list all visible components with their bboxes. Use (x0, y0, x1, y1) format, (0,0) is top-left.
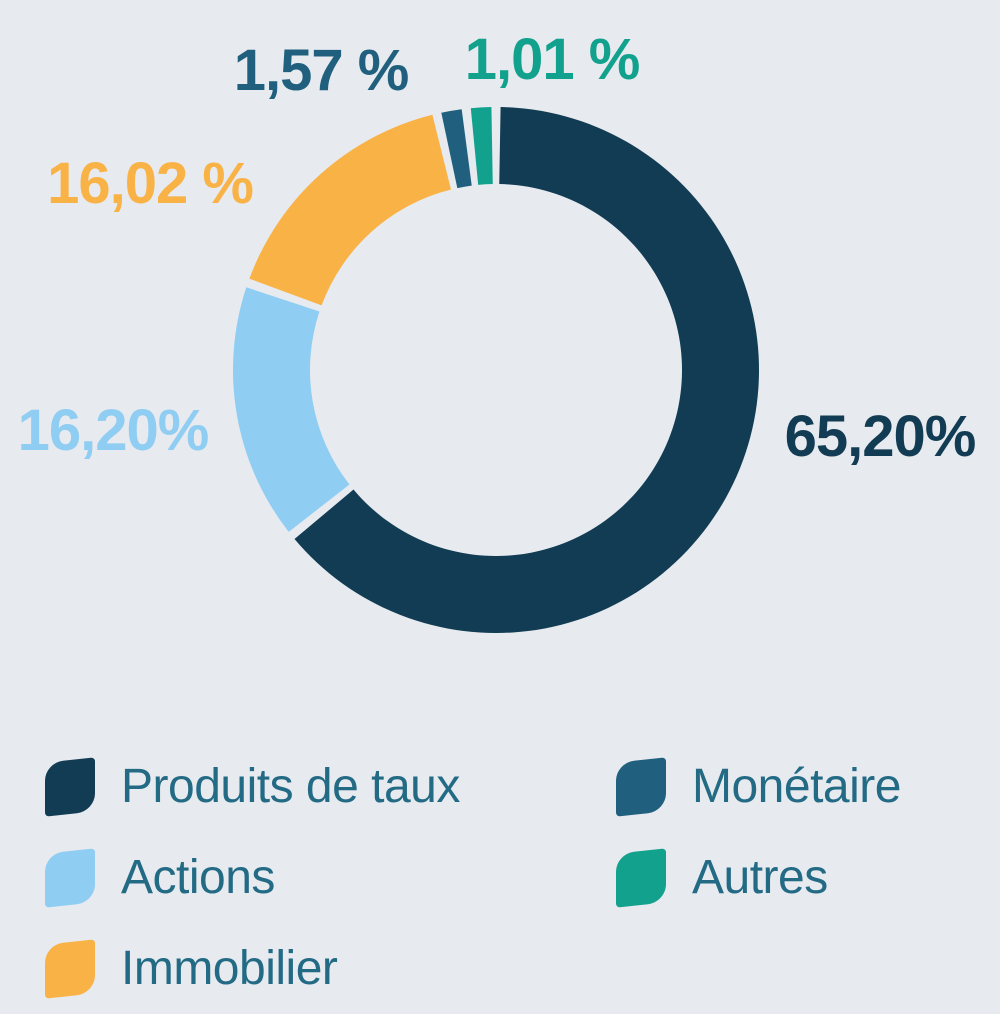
legend-label-immobilier: Immobilier (121, 941, 338, 995)
legend-swatch-immobilier (45, 938, 95, 999)
percent-label-monetaire: 1,57 % (233, 38, 410, 103)
legend-item-monetaire[interactable]: Monétaire (616, 741, 901, 832)
donut-slice-produits-de-taux[interactable] (294, 107, 759, 634)
legend-swatch-actions (45, 847, 95, 908)
legend-label-actions: Actions (121, 850, 275, 904)
legend-swatch-produits-de-taux (45, 756, 95, 817)
legend-swatch-autres (616, 847, 666, 908)
legend-item-actions[interactable]: Actions (45, 832, 616, 923)
donut-chart (232, 107, 759, 634)
percent-label-produits-de-taux: 65,20% (784, 404, 977, 469)
legend-item-autres[interactable]: Autres (616, 832, 901, 923)
percent-label-actions: 16,20% (17, 398, 210, 463)
legend-swatch-monetaire (616, 756, 666, 817)
percent-label-autres: 1,01 % (464, 27, 641, 92)
donut-slice-actions[interactable] (232, 287, 350, 532)
donut-slice-immobilier[interactable] (249, 114, 452, 306)
legend-label-monetaire: Monétaire (692, 759, 901, 813)
donut-slice-monetaire[interactable] (441, 109, 472, 189)
donut-slice-autres[interactable] (470, 107, 493, 185)
legend-item-immobilier[interactable]: Immobilier (45, 923, 616, 1014)
percent-label-immobilier: 16,02 % (47, 151, 254, 216)
legend-item-produits-de-taux[interactable]: Produits de taux (45, 741, 616, 832)
chart-legend: Produits de taux Actions Immobilier Moné… (45, 741, 901, 1014)
legend-label-autres: Autres (692, 850, 828, 904)
legend-label-produits-de-taux: Produits de taux (121, 759, 460, 813)
